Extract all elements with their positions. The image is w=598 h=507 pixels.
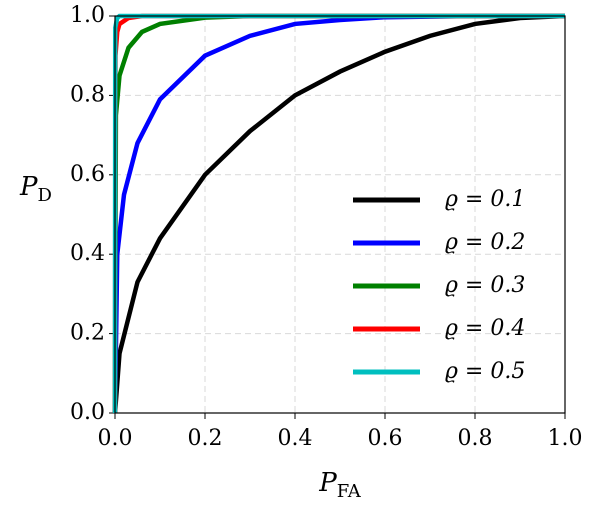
x-tick-label: 0.6: [368, 426, 403, 451]
legend-label: ϱ = 0.4: [445, 316, 525, 341]
x-tick-label: 1.0: [548, 426, 583, 451]
y-tick-label: 0.2: [70, 321, 105, 346]
legend-label: ϱ = 0.2: [445, 230, 525, 255]
legend-label: ϱ = 0.5: [445, 359, 525, 384]
axes-frame: [114, 15, 566, 414]
y-axis-label: PD: [19, 172, 52, 206]
y-label-main: P: [19, 172, 38, 202]
y-label-sub: D: [38, 185, 52, 206]
y-tick-label: 0.6: [70, 162, 105, 187]
y-tick-label: 0.0: [70, 400, 105, 425]
x-axis-label: PFA: [318, 468, 361, 502]
y-tick-label: 0.4: [70, 241, 105, 266]
legend-label: ϱ = 0.1: [445, 187, 525, 212]
y-tick-label: 1.0: [70, 3, 105, 28]
line-series: [112, 13, 566, 414]
y-tick-label: 0.8: [70, 82, 105, 107]
line-series: [112, 13, 565, 414]
x-tick-label: 0.8: [458, 426, 493, 451]
x-tick-label: 0.0: [98, 426, 133, 451]
x-label-sub: FA: [337, 481, 362, 502]
x-label-main: P: [318, 468, 337, 498]
legend-label: ϱ = 0.3: [445, 273, 525, 298]
x-tick-label: 0.4: [278, 426, 313, 451]
x-tick-label: 0.2: [188, 426, 223, 451]
